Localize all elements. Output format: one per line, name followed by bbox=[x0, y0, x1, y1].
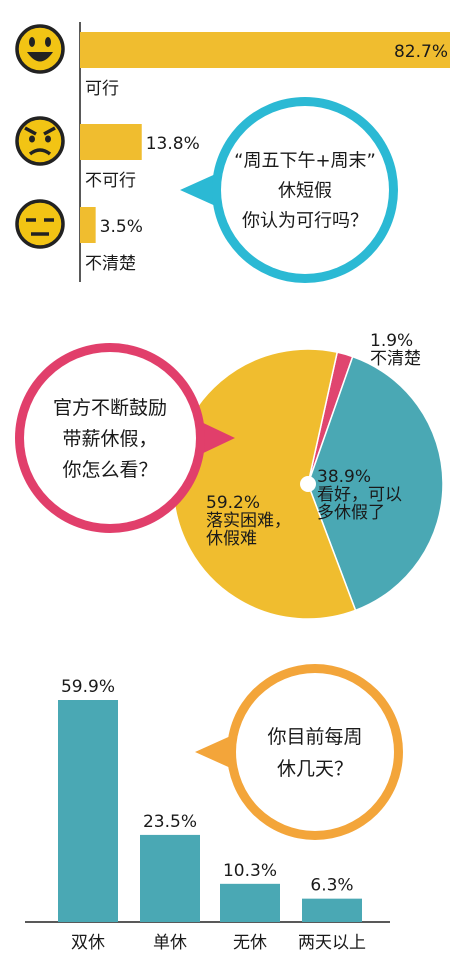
question-bubble-line: 官方不断鼓励 bbox=[53, 397, 167, 419]
face-eye bbox=[29, 37, 35, 47]
slice-category-label: 不清楚 bbox=[370, 349, 421, 369]
question-bubble-line: 你认为可行吗？ bbox=[242, 210, 368, 231]
category-label: 双休 bbox=[71, 933, 105, 953]
question-bubble-fill bbox=[236, 673, 394, 831]
category-label: 不可行 bbox=[85, 171, 136, 191]
bar-value-label: 13.8% bbox=[146, 134, 200, 154]
question-bubble-line: “周五下午+周末” bbox=[234, 150, 376, 171]
category-label: 单休 bbox=[153, 933, 187, 953]
slice-category-label: 落实困难， bbox=[206, 511, 291, 531]
bar bbox=[80, 124, 142, 160]
slice-value-label: 38.9% bbox=[317, 467, 371, 487]
question-bubble-tail bbox=[197, 420, 235, 456]
slice-value-label: 59.2% bbox=[206, 493, 260, 513]
bar bbox=[140, 834, 200, 922]
category-label: 两天以上 bbox=[298, 933, 366, 953]
bar-value-label: 10.3% bbox=[223, 861, 277, 881]
question-bubble-tail bbox=[195, 734, 235, 770]
face-outline bbox=[15, 116, 65, 166]
category-label: 可行 bbox=[85, 79, 119, 99]
question-bubble-line: 带薪休假， bbox=[62, 428, 157, 450]
bar bbox=[80, 32, 450, 68]
bar-value-label: 6.3% bbox=[310, 876, 353, 896]
bar bbox=[302, 898, 362, 922]
bar bbox=[58, 700, 118, 922]
question-bubble-line: 休短假 bbox=[278, 180, 332, 201]
face-mouth bbox=[28, 148, 52, 156]
rest-days-bar-chart: 59.9% 双休 23.5% 单休 10.3% 无休 6.3% 两天以上 bbox=[25, 677, 390, 953]
question-bubble-line: 休几天？ bbox=[277, 758, 353, 780]
angry-face-icon bbox=[15, 116, 65, 166]
question-bubble-fill bbox=[221, 106, 389, 274]
neutral-face-icon bbox=[15, 199, 65, 249]
face-outline bbox=[15, 199, 65, 249]
slice-category-label: 看好，可以 bbox=[317, 485, 402, 505]
face-brow bbox=[43, 126, 56, 136]
question-bubble-fill bbox=[24, 352, 196, 524]
happy-face-icon bbox=[15, 24, 65, 74]
question-bubble-line: 你目前每周 bbox=[267, 726, 362, 748]
category-label: 无休 bbox=[233, 933, 267, 953]
question-bubble-line: 你怎么看？ bbox=[62, 459, 157, 481]
feasibility-bar-chart: 82.7% 可行 13.8% 不可行 3.5% 不清楚 bbox=[15, 22, 450, 282]
question-bubble-tail bbox=[180, 172, 220, 208]
bar-value-label: 3.5% bbox=[100, 217, 143, 237]
bar-value-label: 23.5% bbox=[143, 812, 197, 832]
face-outline bbox=[15, 24, 65, 74]
pie-slice bbox=[307, 355, 444, 612]
category-label: 不清楚 bbox=[85, 254, 136, 274]
bar bbox=[220, 883, 280, 922]
bar bbox=[80, 207, 96, 243]
face-brow bbox=[24, 126, 37, 136]
face-eye bbox=[29, 135, 35, 143]
face-eye bbox=[45, 135, 51, 143]
pie-center-dot bbox=[300, 476, 316, 492]
bar-value-label: 59.9% bbox=[61, 677, 115, 697]
bar-value-label: 82.7% bbox=[394, 42, 448, 62]
slice-category-label: 多休假了 bbox=[317, 503, 385, 523]
slice-value-label: 1.9% bbox=[370, 331, 413, 351]
face-eye bbox=[45, 37, 51, 47]
slice-category-label: 休假难 bbox=[206, 529, 257, 549]
face-mouth bbox=[27, 52, 53, 62]
